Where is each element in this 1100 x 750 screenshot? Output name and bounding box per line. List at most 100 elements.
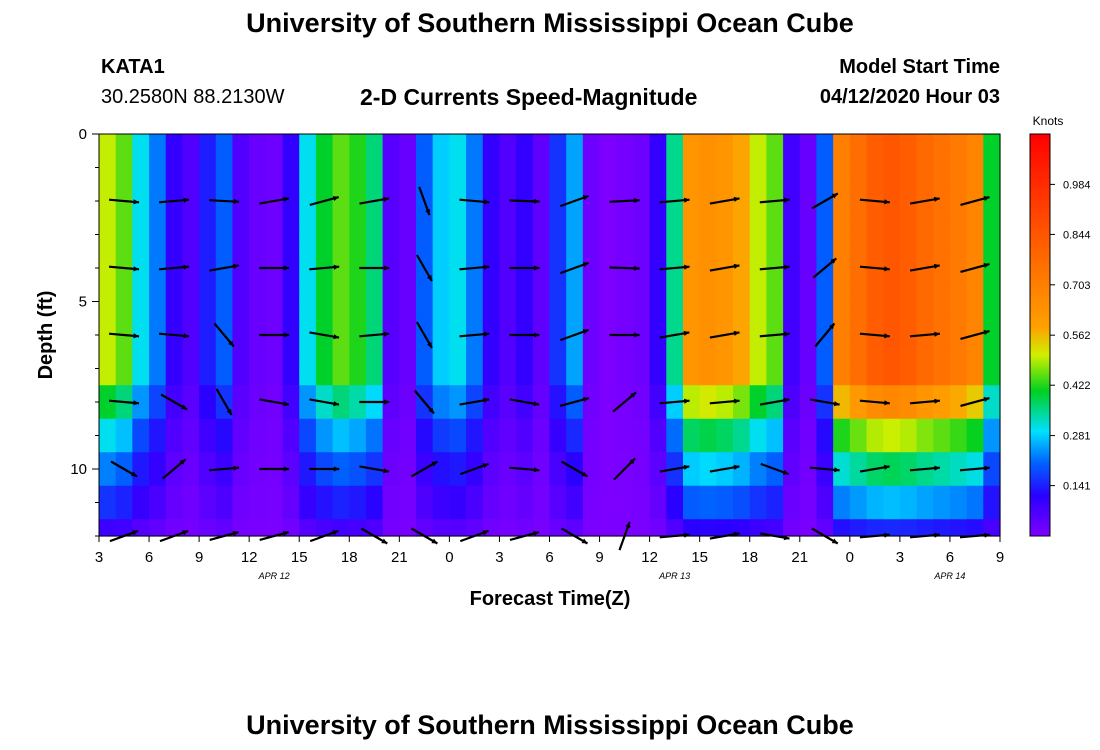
colorbar-tick-label: 0.703 xyxy=(1063,280,1091,292)
heatmap-cell xyxy=(799,134,818,152)
heatmap-cell xyxy=(916,201,934,219)
x-tick-label: 3 xyxy=(495,549,503,566)
heatmap-cell xyxy=(933,435,951,453)
heatmap-cell xyxy=(182,184,200,202)
heatmap-cell xyxy=(783,519,801,537)
heatmap-cell xyxy=(783,418,801,437)
heatmap-cell xyxy=(616,418,634,437)
heatmap-cell xyxy=(883,217,901,236)
heatmap-cell xyxy=(733,201,751,219)
current-vector xyxy=(759,331,790,338)
heatmap-cell xyxy=(165,184,184,202)
chart-title: University of Southern Mississippi Ocean… xyxy=(246,8,854,38)
heatmap-cell xyxy=(716,385,734,403)
heatmap-cell xyxy=(99,217,117,236)
heatmap-cell xyxy=(766,502,784,520)
heatmap-cell xyxy=(599,301,617,319)
heatmap-cell xyxy=(282,418,300,437)
heatmap-cell xyxy=(916,351,934,370)
heatmap-cell xyxy=(632,418,651,437)
heatmap-cell xyxy=(165,217,184,236)
heatmap-cell xyxy=(282,150,300,169)
heatmap-cell xyxy=(349,284,367,303)
heatmap-cell xyxy=(783,184,801,202)
heatmap-cell xyxy=(149,351,167,370)
heatmap-cell xyxy=(265,301,284,319)
heatmap-cell xyxy=(399,201,417,219)
heatmap-cell xyxy=(799,351,818,370)
heatmap-cell xyxy=(265,268,284,286)
heatmap-cell xyxy=(215,435,234,453)
x-tick-label: 0 xyxy=(445,549,453,566)
heatmap-cell xyxy=(232,368,250,386)
heatmap-cell xyxy=(466,418,484,437)
heatmap-cell xyxy=(132,150,150,169)
heatmap-cell xyxy=(566,351,584,370)
heatmap-cell xyxy=(949,418,968,437)
heatmap-cell xyxy=(599,201,617,219)
heatmap-cell xyxy=(532,402,551,420)
x-tick-label: 6 xyxy=(145,549,153,566)
x-tick-label: 21 xyxy=(391,549,408,566)
heatmap-cell xyxy=(399,502,417,520)
heatmap-cell xyxy=(549,134,567,152)
heatmap-cell xyxy=(966,301,984,319)
heatmap-cell xyxy=(299,284,317,303)
heatmap-cell xyxy=(265,217,284,236)
heatmap-cell xyxy=(149,385,167,403)
heatmap-cell xyxy=(299,134,317,152)
heatmap-cell xyxy=(833,351,851,370)
heatmap-cell xyxy=(699,284,717,303)
current-vector xyxy=(809,466,840,473)
heatmap-cell xyxy=(115,234,133,252)
heatmap-cell xyxy=(466,435,484,453)
heatmap-cell xyxy=(99,167,117,185)
heatmap-cell xyxy=(516,519,534,537)
heatmap-cell xyxy=(232,452,250,470)
heatmap-cell xyxy=(566,519,584,537)
heatmap-cell xyxy=(399,301,417,319)
heatmap-cell xyxy=(983,469,1001,487)
heatmap-cell xyxy=(349,167,367,185)
heatmap-cell xyxy=(215,234,234,252)
heatmap-cell xyxy=(816,469,834,487)
heatmap-cell xyxy=(165,284,184,303)
heatmap-cell xyxy=(682,485,701,504)
current-vector xyxy=(612,391,637,413)
heatmap-cell xyxy=(282,335,300,353)
heatmap-cell xyxy=(716,184,734,202)
heatmap-cell xyxy=(299,351,317,370)
heatmap-cell xyxy=(299,418,317,437)
heatmap-cell xyxy=(682,234,701,252)
heatmap-cell xyxy=(699,519,717,537)
heatmap-cell xyxy=(516,402,534,420)
heatmap-cell xyxy=(332,268,350,286)
heatmap-cell xyxy=(299,184,317,202)
current-vector xyxy=(909,465,940,472)
heatmap-cell xyxy=(582,452,601,470)
heatmap-cell xyxy=(649,217,667,236)
heatmap-cell xyxy=(766,402,784,420)
heatmap-cell xyxy=(549,284,567,303)
heatmap-cell xyxy=(899,150,918,169)
heatmap-cell xyxy=(432,201,450,219)
heatmap-cell xyxy=(215,368,234,386)
heatmap-cell xyxy=(382,301,400,319)
heatmap-cell xyxy=(232,234,250,252)
current-vector xyxy=(109,198,140,205)
heatmap-cell xyxy=(816,435,834,453)
heatmap-cell xyxy=(749,519,768,537)
heatmap-cell xyxy=(699,268,717,286)
heatmap-cell xyxy=(182,435,200,453)
heatmap-cell xyxy=(99,351,117,370)
heatmap-cell xyxy=(566,134,584,152)
heatmap-cell xyxy=(733,519,751,537)
heatmap-cell xyxy=(949,519,968,537)
x-axis-label: Forecast Time(Z) xyxy=(470,588,631,610)
heatmap-cell xyxy=(199,318,217,336)
colorbar-tick-label: 0.281 xyxy=(1063,431,1091,443)
heatmap-cell xyxy=(682,150,701,169)
current-vector xyxy=(259,332,290,338)
heatmap-cell xyxy=(215,301,234,319)
heatmap-cell xyxy=(632,150,651,169)
